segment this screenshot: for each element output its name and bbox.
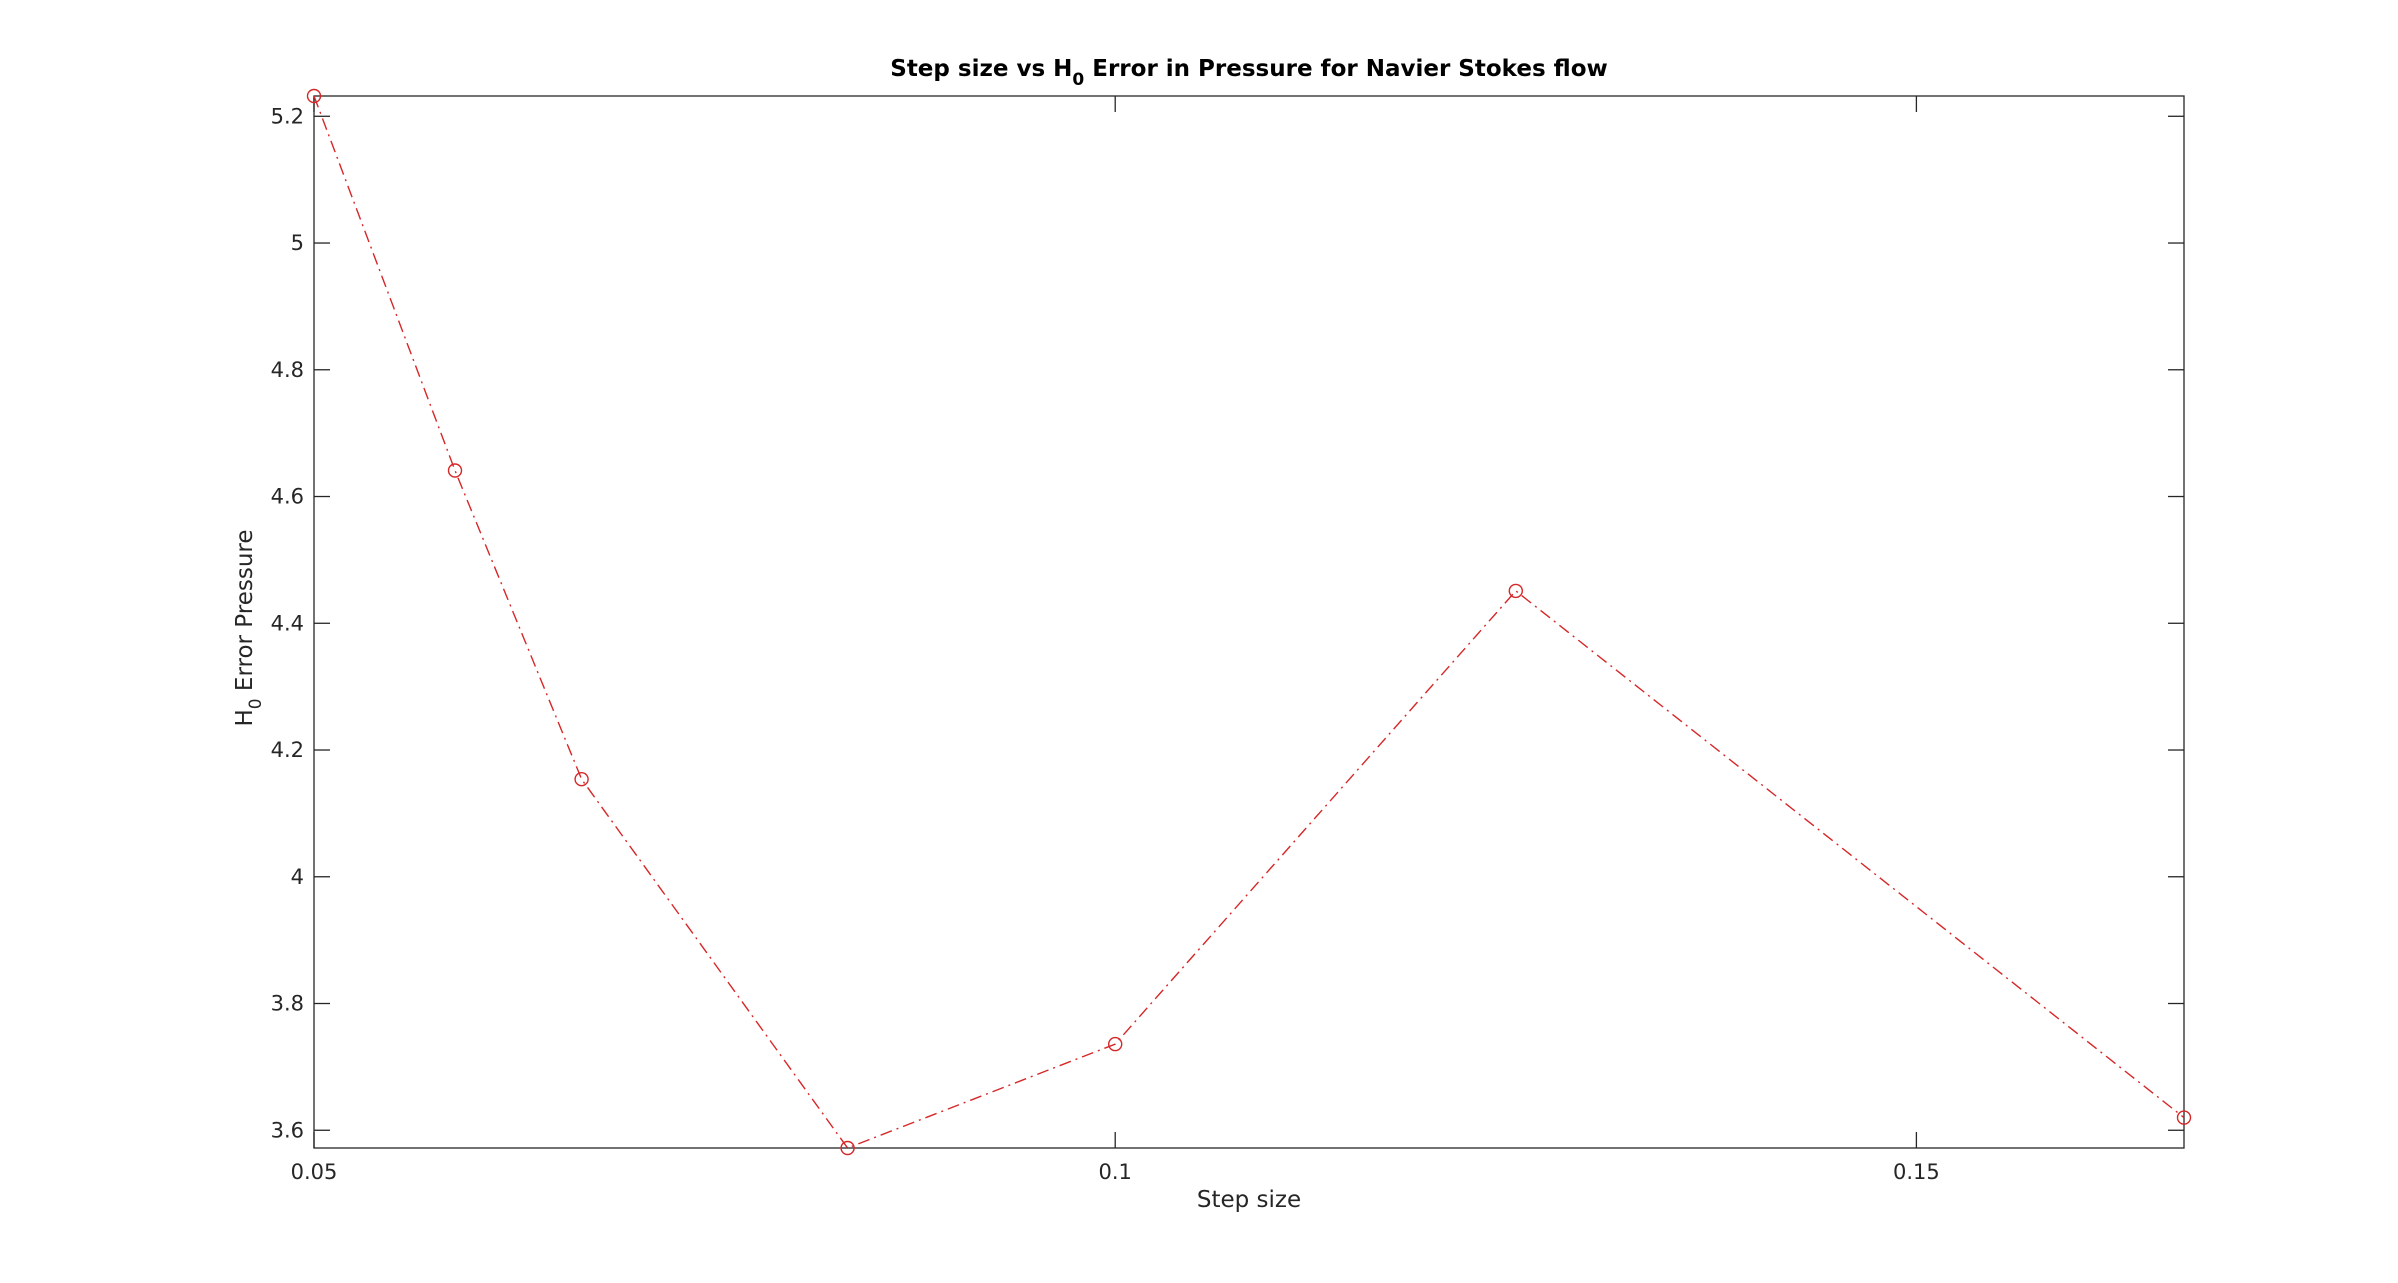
data-point-marker xyxy=(447,463,463,478)
data-point-marker xyxy=(840,1140,855,1156)
y-tick-label: 3.6 xyxy=(271,1118,304,1142)
y-axis-label-subscript: 0 xyxy=(246,698,266,709)
data-point-marker xyxy=(306,88,322,104)
chart-title-subscript: 0 xyxy=(1072,70,1084,90)
data-series xyxy=(306,88,2192,1156)
x-axis-label: Step size xyxy=(1197,1187,1301,1213)
x-tick-label: 0.05 xyxy=(291,1160,338,1184)
x-axis-ticks: 0.05 0.1 0.15 xyxy=(291,96,1940,1184)
y-axis-ticks: 3.6 3.8 4 4.2 4.4 4.6 4.8 5 5.2 xyxy=(271,104,2184,1142)
y-tick-label: 4 xyxy=(291,865,304,889)
plot-area-border xyxy=(313,95,2185,1149)
x-tick-label: 0.1 xyxy=(1098,1160,1131,1184)
data-point-marker xyxy=(1107,1036,1123,1052)
y-tick-label: 5 xyxy=(291,231,304,255)
data-point-marker xyxy=(1508,583,1524,599)
y-tick-label: 4.4 xyxy=(271,611,304,635)
data-point-marker xyxy=(2176,1110,2192,1125)
y-axis-label-rest: Error Pressure xyxy=(232,529,258,698)
data-point-marker xyxy=(574,772,589,787)
y-tick-label: 3.8 xyxy=(271,992,304,1016)
y-tick-label: 4.2 xyxy=(271,738,304,762)
x-tick-label: 0.15 xyxy=(1893,1160,1940,1184)
y-tick-label: 4.6 xyxy=(271,485,304,509)
y-axis-label: H0 Error Pressure xyxy=(232,529,266,726)
chart-title: Step size vs H0 Error in Pressure for Na… xyxy=(890,56,1608,90)
y-tick-label: 5.2 xyxy=(271,104,304,128)
y-axis-label-main: H xyxy=(232,709,258,726)
chart-title-rest: Error in Pressure for Navier Stokes flow xyxy=(1084,56,1608,82)
chart-title-main: Step size vs H xyxy=(890,56,1072,82)
y-tick-label: 4.8 xyxy=(271,358,304,382)
plot-axes: 0.05 0.1 0.15 3.6 3.8 4 4.2 4.4 4.6 4.8 5 5.2 xyxy=(271,95,2185,1184)
